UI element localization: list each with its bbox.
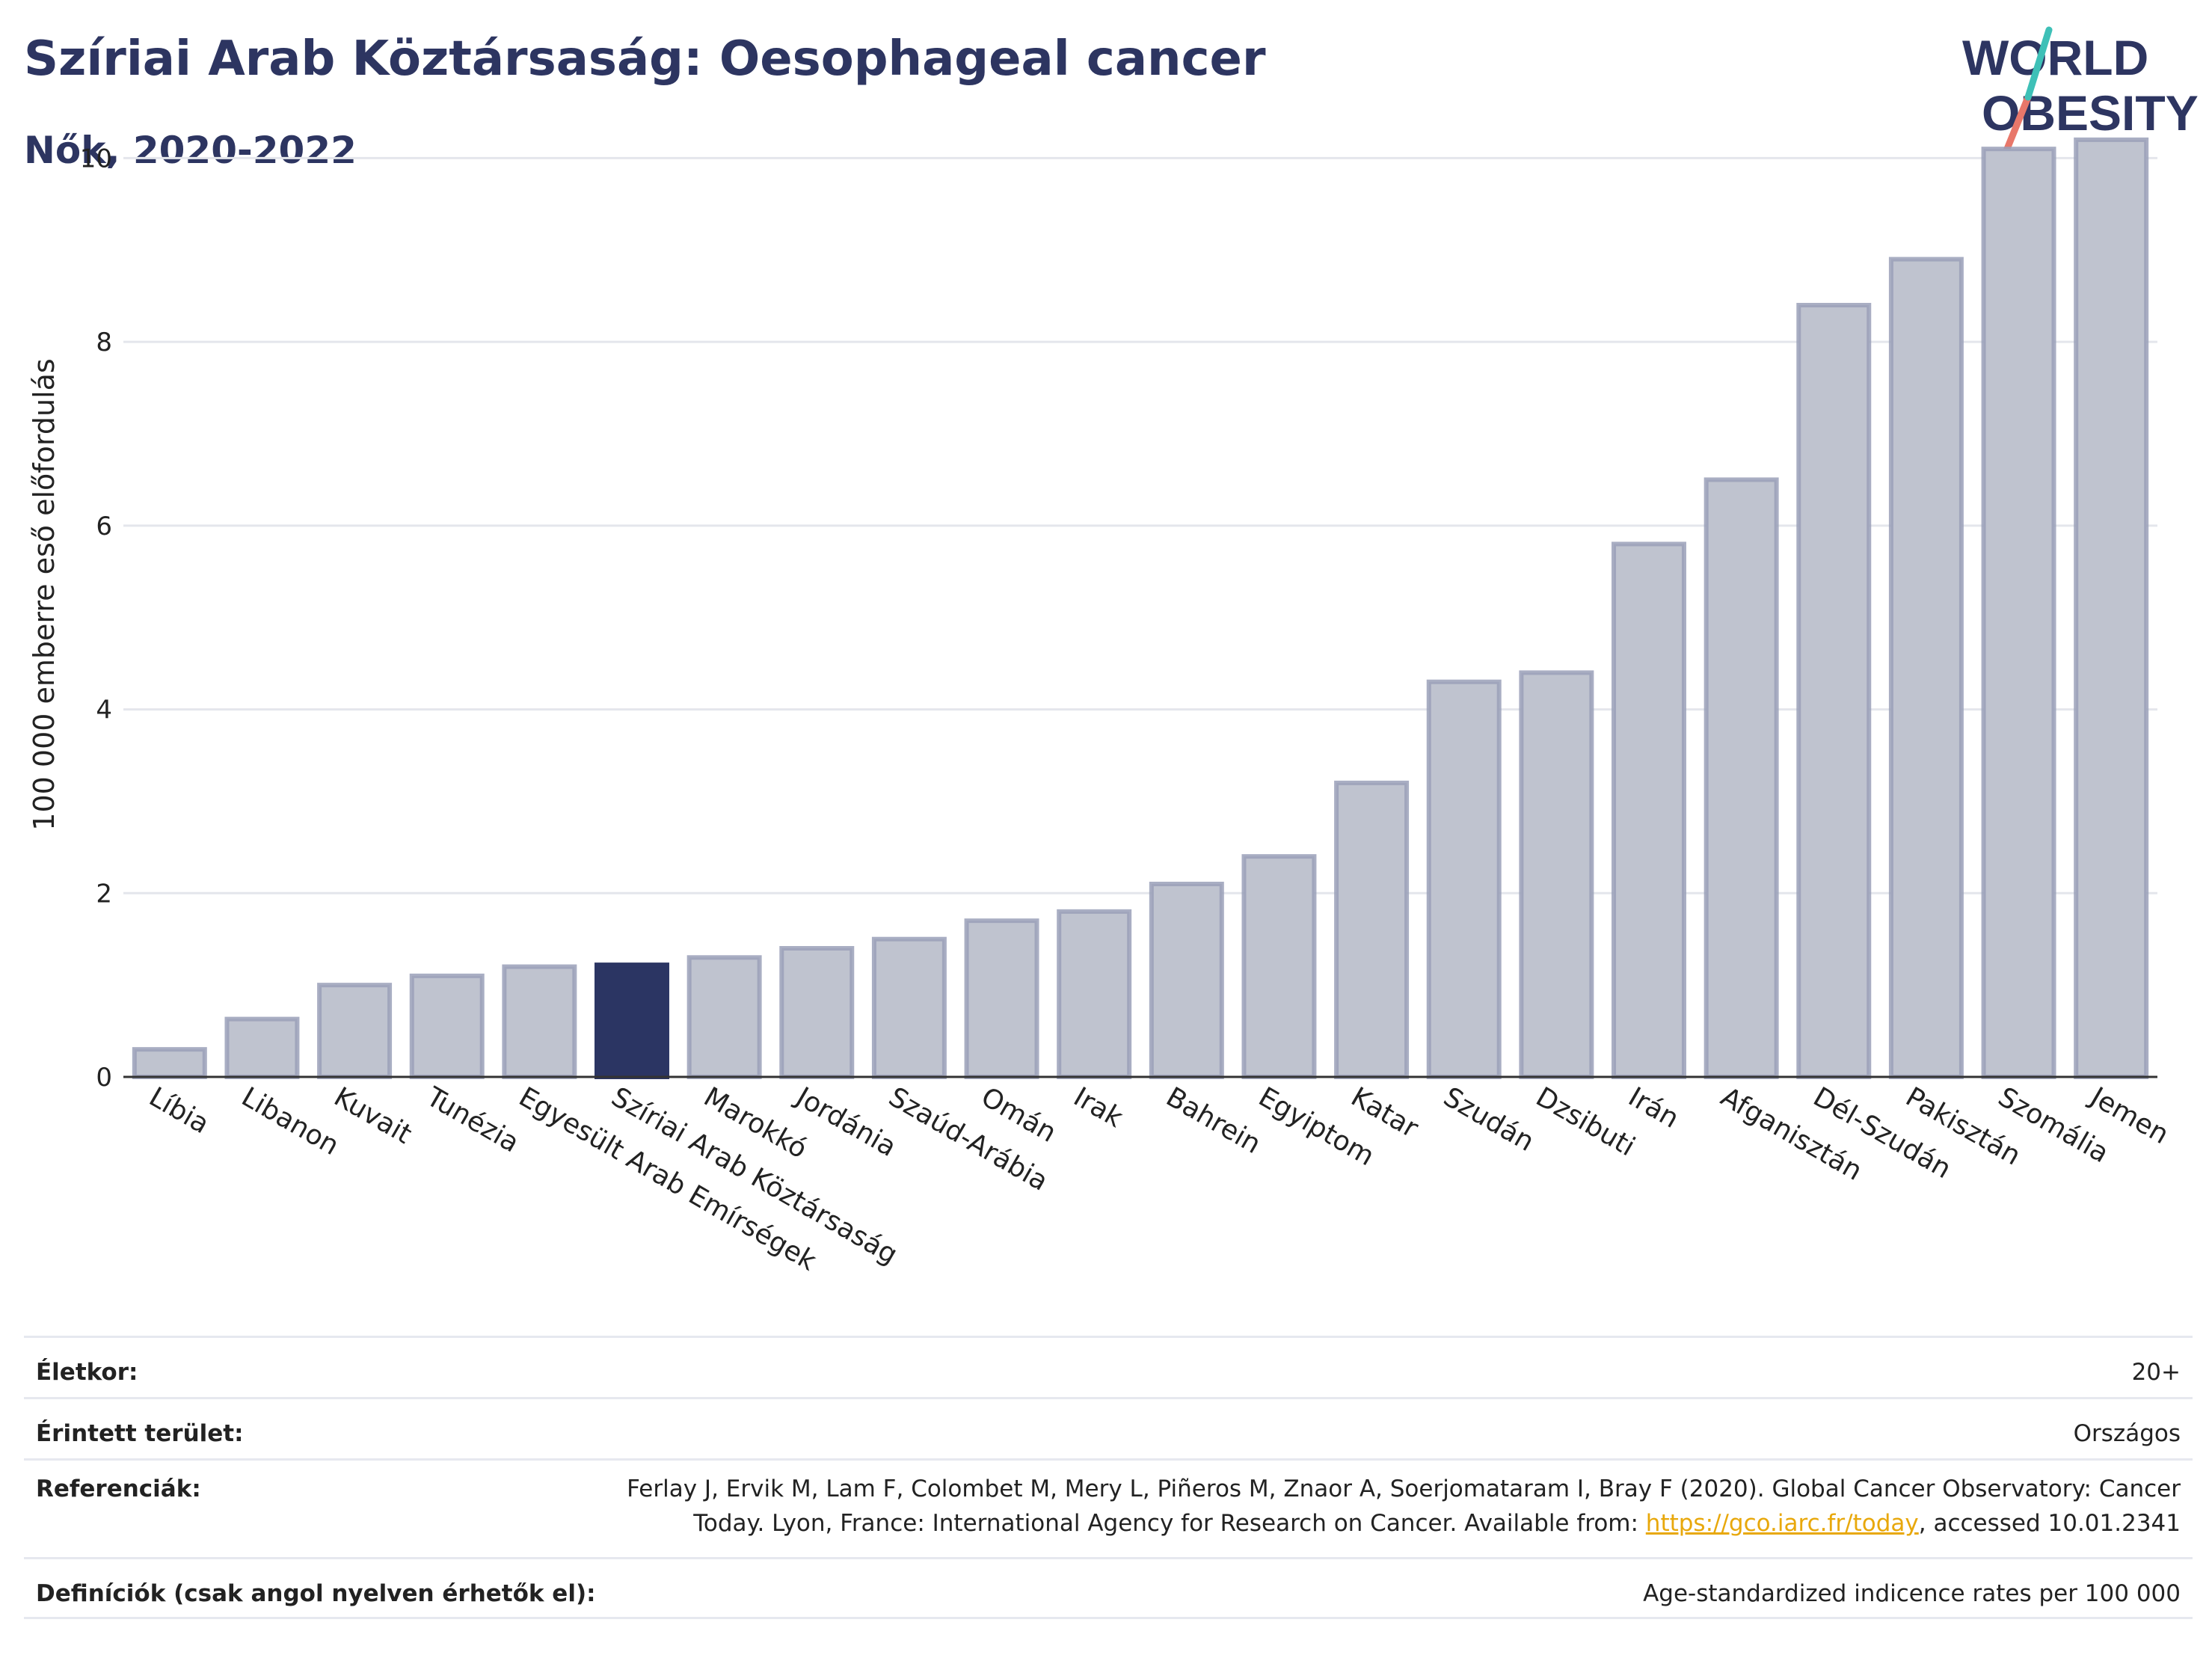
x-tick-label: Dzsibuti xyxy=(1531,1081,1640,1162)
y-tick-label: 10 xyxy=(80,144,112,174)
x-tick-label: Szudán xyxy=(1438,1081,1539,1158)
references-line2: Today. Lyon, France: International Agenc… xyxy=(693,1510,2181,1537)
x-tick-label: Szaúd-Arábia xyxy=(883,1081,1053,1197)
bar xyxy=(686,955,762,1080)
bar xyxy=(2074,137,2149,1079)
info-row-age: Életkor: 20+ xyxy=(24,1336,2193,1398)
references-line2-text: Today. Lyon, France: International Agenc… xyxy=(693,1510,1646,1537)
x-tick-label: Kuvait xyxy=(329,1081,417,1150)
x-tick-label: Líbia xyxy=(144,1081,214,1140)
y-tick-label: 0 xyxy=(96,1063,112,1093)
y-axis-title: 100 000 emberre eső előfordulás xyxy=(28,358,61,830)
bar xyxy=(1796,303,1872,1079)
x-tick-label: Bahrein xyxy=(1161,1081,1265,1160)
x-tick-label: Irán xyxy=(1623,1081,1684,1134)
info-row-area: Érintett terület: Országos xyxy=(24,1397,2193,1459)
age-label: Életkor: xyxy=(36,1359,138,1386)
y-tick-label: 6 xyxy=(96,512,112,541)
x-tick-label: Libanon xyxy=(236,1081,344,1161)
y-tick-label: 8 xyxy=(96,328,112,357)
bar xyxy=(132,1047,207,1079)
bar xyxy=(779,946,855,1079)
logo-slash-red xyxy=(2002,93,2032,156)
x-tick-label: Tunézia xyxy=(420,1081,524,1159)
x-tick-label: Jordánia xyxy=(790,1081,901,1163)
bar xyxy=(502,964,577,1079)
logo-slash-teal xyxy=(2024,26,2053,101)
bar xyxy=(1888,257,1964,1080)
bar xyxy=(224,1016,300,1079)
bar xyxy=(964,918,1039,1079)
info-bottom-border xyxy=(24,1617,2193,1619)
bar xyxy=(317,983,393,1079)
age-value: 20+ xyxy=(2131,1359,2181,1386)
bar xyxy=(1149,882,1224,1079)
bar-chart: 0 2 4 6 8 10 100 000 emberre eső előfordulás Lí… xyxy=(28,137,2174,1277)
y-tick-label: 2 xyxy=(96,879,112,909)
bar xyxy=(595,962,669,1079)
bar xyxy=(1241,854,1317,1079)
logo-line1: WORLD xyxy=(1962,30,2148,85)
y-tick-label: 4 xyxy=(96,696,112,725)
bar xyxy=(1519,670,1594,1079)
bar xyxy=(871,936,947,1079)
info-table: Életkor: 20+ Érintett terület: Országos … xyxy=(24,1336,2193,1635)
info-row-references: Referenciák: Ferlay J, Ervik M, Lam F, C… xyxy=(24,1458,2193,1558)
area-label: Érintett terület: xyxy=(36,1420,244,1447)
bar xyxy=(1057,909,1132,1080)
references-line1: Ferlay J, Ervik M, Lam F, Colombet M, Me… xyxy=(627,1476,2181,1502)
bar xyxy=(409,973,485,1080)
page-subtitle: Nők, 2020-2022 xyxy=(24,129,357,172)
world-obesity-logo: WORLD OBESITY xyxy=(1962,26,2199,156)
bar xyxy=(1612,541,1686,1079)
bar xyxy=(1703,477,1779,1079)
definitions-value: Age-standardized indicence rates per 100… xyxy=(1643,1580,2181,1607)
references-accessed: , accessed 10.01.2341 xyxy=(1918,1510,2181,1537)
info-row-definitions: Definíciók (csak angol nyelven érhetők e… xyxy=(24,1557,2193,1619)
area-value: Országos xyxy=(2073,1420,2181,1447)
bar xyxy=(1334,780,1410,1080)
references-label: Referenciák: xyxy=(36,1476,201,1502)
bar xyxy=(1426,679,1502,1079)
page-title: Szíriai Arab Köztársaság: Oesophageal ca… xyxy=(24,31,1266,87)
bar xyxy=(1981,147,2056,1080)
references-link[interactable]: https://gco.iarc.fr/today xyxy=(1645,1510,1919,1537)
definitions-label: Definíciók (csak angol nyelven érhetők e… xyxy=(36,1580,596,1607)
x-tick-label: Irak xyxy=(1069,1081,1128,1134)
